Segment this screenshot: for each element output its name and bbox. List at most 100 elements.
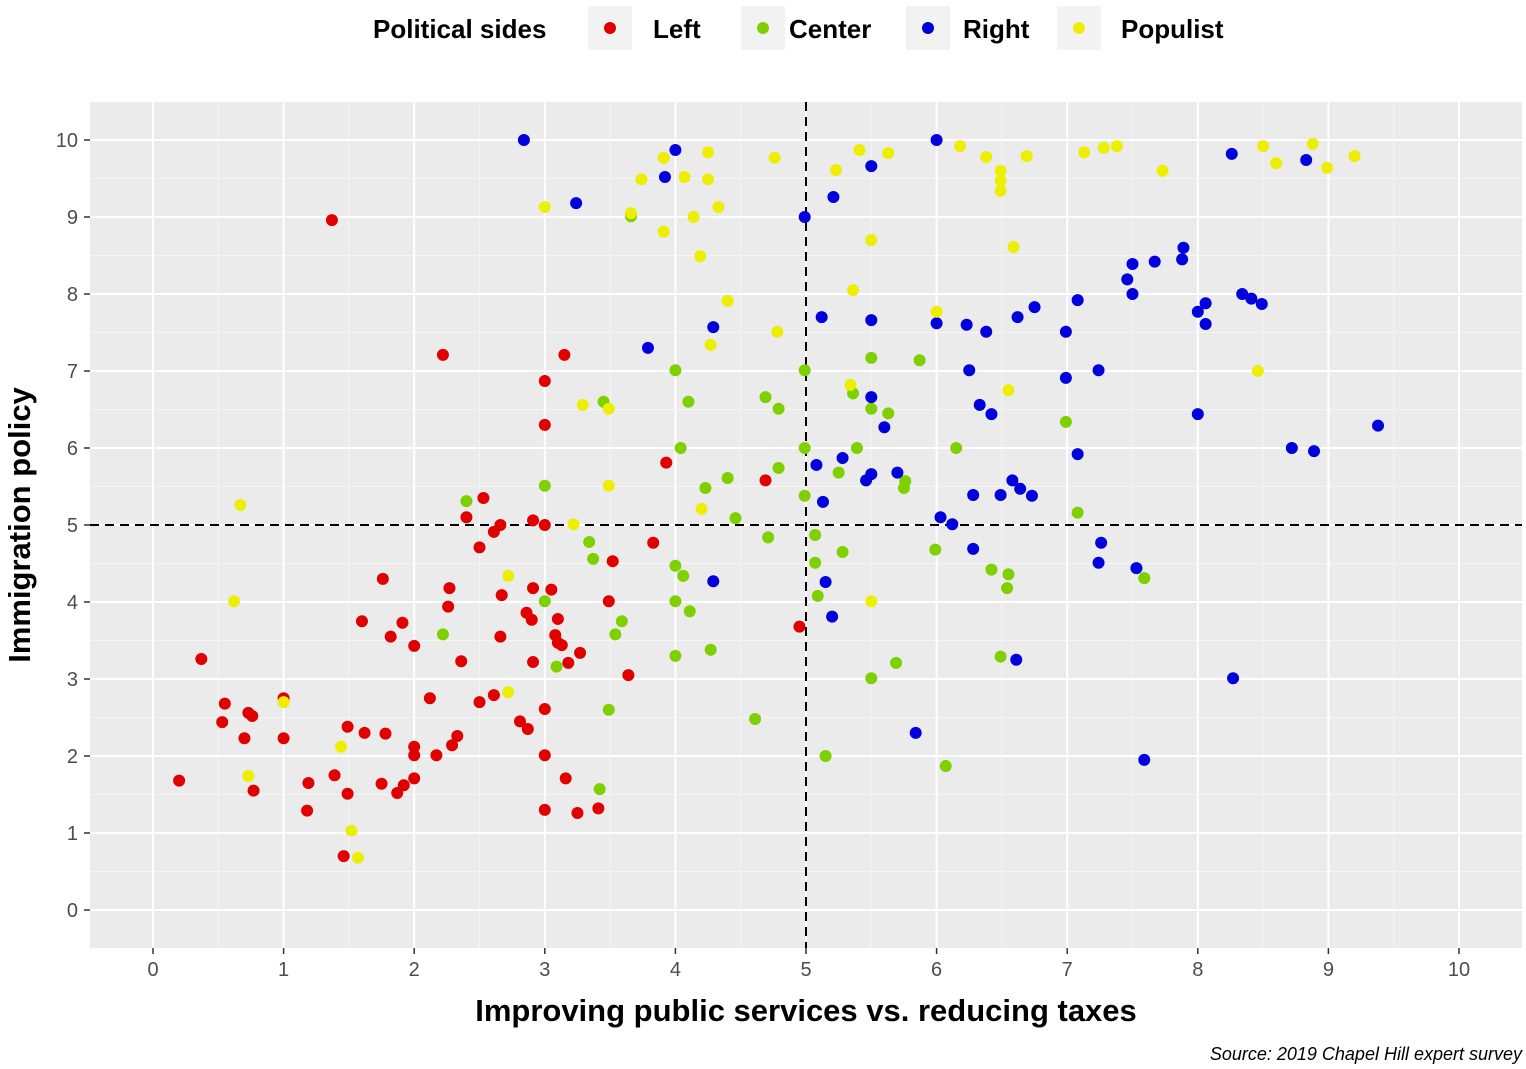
- point-right: [980, 325, 993, 338]
- point-left: [538, 418, 551, 431]
- point-right: [865, 160, 878, 173]
- x-tick-label: 3: [539, 959, 550, 981]
- point-center: [811, 589, 824, 602]
- point-populist: [954, 140, 967, 153]
- point-left: [559, 772, 572, 785]
- series-right: [517, 134, 1385, 766]
- point-left: [408, 740, 421, 753]
- point-right: [1308, 445, 1321, 458]
- point-center: [609, 628, 622, 641]
- point-left: [436, 348, 449, 361]
- point-center: [819, 750, 832, 762]
- point-populist: [678, 170, 691, 183]
- point-left: [396, 616, 409, 629]
- point-left: [555, 639, 568, 652]
- point-populist: [694, 250, 707, 263]
- point-right: [1010, 653, 1023, 666]
- series-center: [436, 210, 1151, 796]
- point-center: [538, 479, 551, 492]
- point-left: [477, 492, 490, 505]
- point-left: [443, 582, 456, 595]
- point-right: [1199, 318, 1212, 331]
- point-center: [1002, 568, 1015, 581]
- point-populist: [830, 164, 843, 177]
- point-right: [816, 495, 829, 508]
- point-right: [934, 511, 947, 524]
- x-tick-label: 9: [1323, 959, 1334, 981]
- point-left: [408, 749, 421, 762]
- point-left: [423, 692, 436, 705]
- point-left: [545, 583, 558, 596]
- x-tick-label: 1: [278, 959, 289, 981]
- point-populist: [882, 147, 895, 160]
- point-right: [960, 318, 973, 331]
- point-right: [973, 398, 986, 411]
- point-center: [832, 466, 845, 479]
- point-right: [985, 408, 998, 421]
- x-tick-label: 0: [147, 959, 158, 981]
- point-left: [442, 600, 455, 613]
- point-right: [1255, 298, 1268, 311]
- point-left: [384, 630, 397, 643]
- point-left: [551, 612, 564, 625]
- point-center: [865, 351, 878, 364]
- point-right: [836, 452, 849, 465]
- point-right: [1285, 442, 1298, 454]
- point-populist: [994, 174, 1007, 187]
- point-populist: [502, 686, 515, 699]
- point-populist: [1257, 140, 1270, 153]
- point-left: [538, 803, 551, 816]
- y-tick-label: 7: [67, 361, 78, 383]
- y-axis-title: Immigration policy: [2, 386, 37, 662]
- point-left: [337, 850, 350, 863]
- point-left: [375, 777, 388, 790]
- point-center: [897, 482, 910, 495]
- point-center: [674, 442, 687, 454]
- point-right: [815, 311, 828, 324]
- point-right: [1191, 408, 1204, 421]
- point-populist: [702, 146, 715, 159]
- legend-swatch: [604, 22, 616, 34]
- point-populist: [865, 595, 878, 608]
- y-tick-label: 9: [67, 207, 78, 229]
- point-left: [430, 749, 443, 762]
- x-tick-label: 8: [1192, 959, 1203, 981]
- point-right: [517, 134, 530, 146]
- point-left: [218, 697, 231, 710]
- point-center: [798, 489, 811, 502]
- point-populist: [624, 207, 637, 220]
- point-center: [1071, 506, 1084, 519]
- point-populist: [695, 502, 708, 515]
- point-left: [538, 519, 551, 531]
- point-right: [1025, 489, 1038, 502]
- y-tick-label: 1: [67, 823, 78, 845]
- point-center: [669, 364, 682, 377]
- point-right: [658, 170, 671, 183]
- point-center: [669, 595, 682, 608]
- legend-title: Political sides: [373, 14, 546, 44]
- point-populist: [602, 402, 615, 415]
- point-populist: [1321, 161, 1334, 174]
- point-populist: [844, 378, 857, 391]
- point-left: [538, 703, 551, 716]
- point-left: [460, 511, 473, 524]
- point-center: [762, 531, 775, 544]
- point-center: [809, 529, 822, 542]
- point-populist: [1078, 146, 1091, 159]
- point-left: [495, 589, 508, 602]
- y-tick-label: 5: [67, 515, 78, 537]
- point-right: [1028, 301, 1041, 314]
- legend-swatch: [922, 22, 934, 34]
- point-right: [1176, 253, 1189, 266]
- point-populist: [352, 851, 365, 864]
- point-right: [1006, 474, 1019, 487]
- point-right: [963, 364, 976, 377]
- point-center: [683, 605, 696, 618]
- point-right: [1095, 536, 1108, 549]
- point-left: [521, 723, 534, 736]
- point-center: [583, 535, 596, 548]
- point-left: [379, 727, 392, 740]
- legend-item-right: Right: [906, 6, 1030, 50]
- point-center: [436, 628, 449, 641]
- series-populist: [227, 137, 1361, 864]
